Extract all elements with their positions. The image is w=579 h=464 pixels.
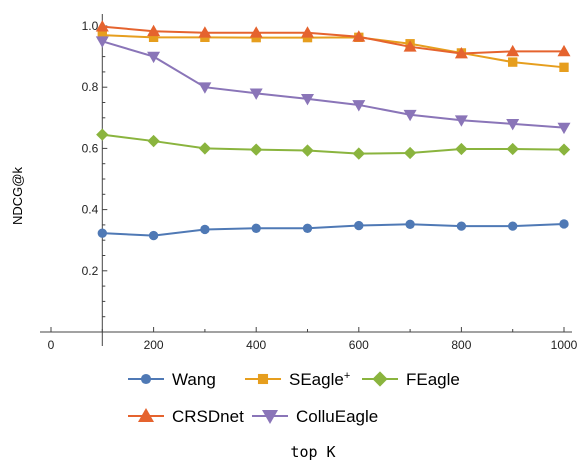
- data-point-crsdnet: [403, 40, 417, 52]
- data-point-crsdnet: [506, 44, 520, 57]
- series-line-wang: [102, 222, 565, 237]
- x-tick-label: 400: [246, 338, 266, 352]
- data-point-seagle: [302, 32, 313, 43]
- data-point-seagle: [97, 30, 107, 40]
- legend-marker-collueagle: [262, 410, 278, 424]
- legend-marker-crsdnet: [138, 408, 154, 422]
- x-tick-label: 1000: [551, 338, 578, 352]
- data-point-seagle: [508, 57, 518, 67]
- data-point-collueagle: [249, 88, 263, 100]
- data-point-crsdnet: [147, 24, 161, 37]
- data-point-wang: [405, 219, 415, 229]
- x-axis-title: top K: [290, 443, 335, 461]
- data-point-wang: [200, 224, 210, 235]
- data-point-collueagle: [301, 93, 314, 106]
- data-point-collueagle: [454, 115, 468, 127]
- series-line-collueagle: [102, 40, 565, 129]
- data-point-crsdnet: [301, 26, 314, 38]
- data-point-feagle: [455, 142, 468, 156]
- data-point-collueagle: [147, 51, 161, 64]
- data-point-collueagle: [557, 122, 571, 135]
- series-line-seagle: [102, 34, 565, 69]
- series-layer: [95, 20, 571, 241]
- data-point-crsdnet: [557, 44, 571, 57]
- legend-label-feagle: FEagle: [406, 370, 460, 389]
- data-point-feagle: [352, 147, 365, 160]
- data-point-crsdnet: [454, 47, 468, 59]
- legend-label-wang: Wang: [172, 370, 216, 389]
- data-point-collueagle: [198, 82, 212, 94]
- data-point-collueagle: [95, 36, 109, 48]
- data-point-crsdnet: [352, 30, 366, 42]
- data-point-wang: [456, 221, 467, 231]
- x-tick-label: 0: [48, 338, 55, 352]
- y-axis-title: NDCG@k: [10, 167, 25, 225]
- data-point-wang: [559, 219, 569, 229]
- legend-item-seagle: SEagle+: [245, 370, 350, 389]
- data-point-collueagle: [352, 100, 366, 112]
- legend: Wang SEagle+ FEagle CRSDnet ColluEagle: [128, 370, 460, 426]
- data-point-crsdnet: [249, 26, 263, 38]
- data-point-collueagle: [506, 119, 520, 131]
- legend-label-seagle: SEagle+: [289, 370, 350, 389]
- data-point-seagle: [251, 32, 261, 43]
- data-point-wang: [302, 223, 313, 233]
- data-point-feagle: [250, 143, 263, 156]
- legend-label-crsdnet: CRSDnet: [172, 407, 244, 426]
- data-point-wang: [354, 220, 364, 231]
- data-point-crsdnet: [198, 26, 212, 38]
- y-tick-label: 0.6: [82, 141, 99, 155]
- y-tick-label: 0.2: [82, 264, 99, 278]
- x-tick-label: 600: [349, 338, 369, 352]
- data-point-feagle: [198, 142, 212, 155]
- data-point-seagle: [148, 32, 159, 43]
- series-line-feagle: [102, 133, 565, 155]
- data-point-wang: [508, 221, 518, 231]
- data-point-feagle: [147, 134, 160, 148]
- data-point-seagle: [559, 62, 569, 72]
- data-point-wang: [251, 223, 261, 233]
- y-tick-label: 0.8: [82, 80, 99, 94]
- legend-item-wang: Wang: [128, 370, 216, 389]
- axes: 0 200 400 600 800 1000 0.2 0.4 0.6 0.8 1.0: [40, 14, 578, 352]
- legend-label-superscript: +: [344, 370, 350, 382]
- data-point-feagle: [96, 128, 109, 141]
- legend-item-collueagle: ColluEagle: [252, 407, 378, 426]
- series-wang: [97, 219, 569, 241]
- y-tick-label: 1.0: [82, 19, 99, 33]
- data-point-crsdnet: [95, 20, 109, 32]
- legend-marker-seagle: [257, 373, 269, 385]
- legend-label-collueagle: ColluEagle: [296, 407, 378, 426]
- series-feagle: [96, 128, 571, 160]
- data-point-feagle: [403, 146, 417, 160]
- legend-item-crsdnet: CRSDnet: [128, 407, 244, 426]
- data-point-feagle: [301, 144, 314, 157]
- x-tick-label: 200: [144, 338, 164, 352]
- series-line-crsdnet: [102, 25, 564, 55]
- x-tick-label: 800: [451, 338, 471, 352]
- data-point-collueagle: [403, 109, 417, 122]
- legend-item-feagle: FEagle: [362, 370, 460, 389]
- legend-marker-feagle: [372, 371, 388, 387]
- legend-marker-wang: [140, 373, 152, 385]
- series-crsdnet: [95, 20, 571, 59]
- data-point-feagle: [557, 143, 571, 156]
- data-point-wang: [97, 228, 107, 238]
- y-tick-label: 0.4: [82, 203, 99, 217]
- series-collueagle: [95, 36, 571, 135]
- data-point-feagle: [506, 142, 519, 156]
- data-point-wang: [148, 230, 159, 241]
